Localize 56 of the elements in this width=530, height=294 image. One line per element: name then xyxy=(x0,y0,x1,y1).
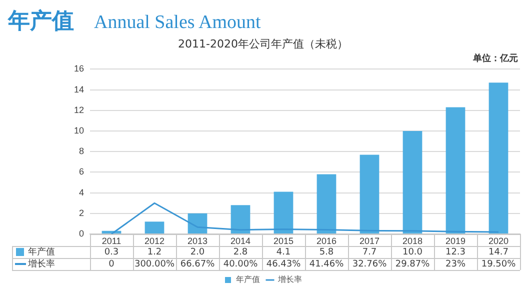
data-label: 46.43% xyxy=(266,259,302,270)
legend-label: 年产值 xyxy=(236,275,260,284)
y-tick-label: 0 xyxy=(78,228,84,238)
x-tick-label: 2017 xyxy=(359,236,380,246)
chart-title: 2011-2020年公司年产值（未税） xyxy=(178,37,348,50)
x-tick-label: 2018 xyxy=(402,236,423,246)
legend-label: 增长率 xyxy=(277,275,302,284)
text: Annual Sales Amount xyxy=(94,12,261,34)
data-label: 40.00% xyxy=(223,259,258,270)
y-tick-label: 10 xyxy=(74,125,84,136)
data-label: 23% xyxy=(445,259,466,270)
x-tick-label: 2014 xyxy=(230,236,251,246)
data-label: 19.50% xyxy=(481,259,516,270)
data-label: 32.76% xyxy=(352,259,388,270)
text: 单位：亿元 xyxy=(472,53,518,64)
data-label: 7.7 xyxy=(362,247,377,258)
data-label: 0 xyxy=(108,259,115,270)
bar xyxy=(316,174,336,234)
data-label: 12.3 xyxy=(445,247,466,258)
data-label: 66.67% xyxy=(180,259,216,270)
bar xyxy=(360,154,380,234)
x-tick-label: 2016 xyxy=(316,236,337,246)
data-label: 14.7 xyxy=(488,247,509,258)
y-tick-label: 4 xyxy=(78,187,84,198)
y-tick-label: 12 xyxy=(74,104,84,115)
y-tick-label: 2 xyxy=(78,208,84,218)
y-tick-label: 8 xyxy=(78,146,84,156)
bar xyxy=(230,205,250,234)
bar xyxy=(446,107,466,234)
x-tick-label: 2013 xyxy=(187,236,208,246)
data-label: 2.8 xyxy=(233,247,248,258)
text: 年产值 xyxy=(28,247,55,258)
bar xyxy=(144,222,164,234)
bar xyxy=(274,192,294,234)
data-label: 4.1 xyxy=(276,247,291,258)
data-label: 10.0 xyxy=(402,247,423,258)
x-tick-label: 2019 xyxy=(445,236,466,246)
text: 年产值 xyxy=(8,8,74,36)
x-tick-label: 2015 xyxy=(273,236,294,246)
bar xyxy=(188,213,208,234)
data-label: 300.00% xyxy=(134,259,175,270)
data-label: 29.87% xyxy=(395,259,430,270)
y-tick-label: 14 xyxy=(74,84,84,94)
data-label: 1.2 xyxy=(147,247,162,258)
data-label: 0.3 xyxy=(104,247,119,258)
bar xyxy=(402,131,422,234)
x-tick-label: 2011 xyxy=(102,236,122,246)
text: 增长率 xyxy=(28,259,55,270)
data-label: 2.0 xyxy=(190,247,205,258)
y-tick-label: 16 xyxy=(74,64,84,74)
x-tick-label: 2020 xyxy=(488,236,509,246)
y-tick-label: 6 xyxy=(78,166,84,177)
data-label: 5.8 xyxy=(319,247,334,258)
x-tick-label: 2012 xyxy=(144,236,165,246)
bar xyxy=(488,82,508,234)
data-label: 41.46% xyxy=(309,259,344,270)
